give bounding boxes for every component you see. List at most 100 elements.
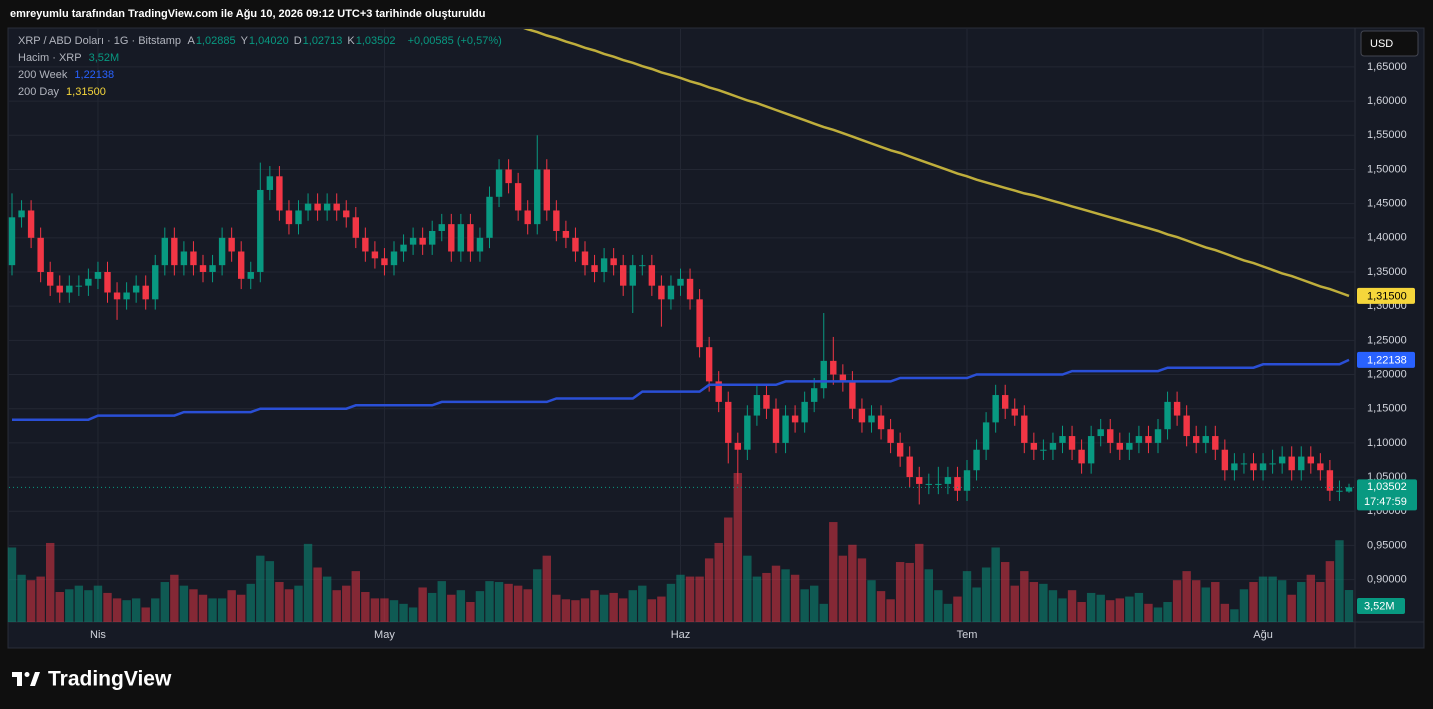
candle-body (916, 477, 923, 484)
candle-body (85, 278, 92, 286)
x-tick-label: Ağu (1253, 629, 1273, 641)
volume-bar (1344, 590, 1354, 622)
candle-body (1212, 436, 1219, 450)
volume-bar (256, 555, 265, 622)
volume-bar (313, 567, 322, 622)
volume-bar (179, 585, 189, 622)
volume-bar (790, 574, 800, 622)
y-tick-label: 1,15000 (1367, 403, 1407, 415)
candle-body (562, 230, 570, 238)
volume-bar (103, 592, 112, 622)
candle-body (1250, 463, 1257, 471)
volume-value: 3,52M (88, 52, 120, 64)
volume-bar (1029, 582, 1039, 622)
volume-bar (838, 555, 848, 622)
volume-bar (829, 522, 838, 622)
volume-bar (1182, 571, 1191, 622)
candle-body (419, 237, 426, 245)
candle-body (400, 244, 407, 252)
volume-bar (418, 587, 427, 622)
candle-body (763, 395, 770, 409)
candle-body (266, 176, 274, 190)
volume-bar (1153, 607, 1163, 622)
candle-body (1126, 442, 1133, 450)
volume-bar (151, 598, 160, 622)
header: emreyumlu tarafından TradingView.com ile… (10, 8, 486, 20)
volume-bar (943, 603, 953, 622)
candle-body (925, 483, 932, 485)
volume-bar (1277, 580, 1287, 622)
volume-bar (523, 589, 532, 622)
volume-bar (294, 585, 303, 622)
candle-body (390, 251, 398, 266)
candle-body (1107, 429, 1114, 443)
volume-bar (657, 596, 666, 622)
volume-bar (447, 594, 456, 622)
volume-bar (1172, 580, 1182, 622)
volume-bar (131, 598, 141, 622)
volume-bar (1239, 589, 1249, 622)
candle-body (753, 395, 761, 416)
candle-body (1278, 456, 1286, 464)
ohlc-key: A (187, 35, 195, 47)
volume-bar (380, 598, 389, 622)
candle-body (658, 285, 665, 300)
volume-bar (1316, 582, 1325, 622)
volume-bar (265, 561, 275, 622)
y-tick-label: 1,20000 (1367, 368, 1407, 380)
candle-body (142, 285, 149, 300)
candle-body (18, 210, 25, 218)
volume-bar (428, 592, 437, 622)
volume-bar (504, 583, 513, 622)
candle-body (314, 203, 321, 211)
volume-bar (303, 543, 313, 622)
candle-body (104, 271, 111, 293)
candle-body (1011, 408, 1018, 416)
currency-button[interactable] (1360, 30, 1419, 57)
logo (12, 672, 40, 686)
candle-body (295, 210, 302, 225)
volume-bar (552, 594, 561, 622)
candle-body (811, 388, 818, 402)
volume-bar (1039, 583, 1048, 622)
currency: USD (1370, 38, 1393, 50)
candle-body (1298, 456, 1305, 471)
candle-body (858, 408, 866, 423)
volume-bar (724, 517, 733, 622)
candle-body (1078, 449, 1085, 464)
volume-bar (55, 592, 64, 622)
candle-body (123, 292, 130, 300)
symbol-legend: XRP / ABD Doları · 1G · Bitstamp A1,0288… (18, 35, 506, 47)
volume-bar (848, 544, 857, 622)
candle-body (963, 470, 971, 491)
volume-bar (542, 555, 551, 622)
candle-body (600, 258, 608, 272)
candle-body (304, 203, 312, 211)
x-tick-label: Nis (90, 629, 106, 641)
candle-body (180, 251, 188, 266)
volume-bar (208, 598, 217, 622)
volume-tag (1357, 598, 1405, 615)
candle-body (839, 374, 847, 382)
y-tick-label: 1,55000 (1367, 129, 1407, 141)
volume-bar (332, 590, 341, 622)
volume-bar (1220, 603, 1230, 622)
candle-body (94, 271, 102, 279)
symbol: XRP / ABD Doları · 1G · Bitstamp (18, 35, 182, 47)
candle-body (1240, 463, 1248, 465)
volume-bar (93, 585, 103, 622)
volume-bar (915, 543, 924, 622)
volume-bar (122, 600, 131, 622)
candle-body (409, 237, 417, 245)
volume-bar (638, 585, 647, 622)
volume-bar (714, 542, 723, 622)
candle-body (495, 169, 503, 197)
ohlc-key: D (293, 35, 302, 47)
change: +0,00585 (+0,57%) (407, 35, 502, 47)
countdown: 17:47:59 (1364, 496, 1407, 508)
volume-bar (437, 581, 446, 622)
candle-body (1030, 442, 1038, 450)
volume-bar (494, 582, 504, 622)
volume-bar (905, 562, 914, 622)
candle-body (1269, 463, 1276, 465)
